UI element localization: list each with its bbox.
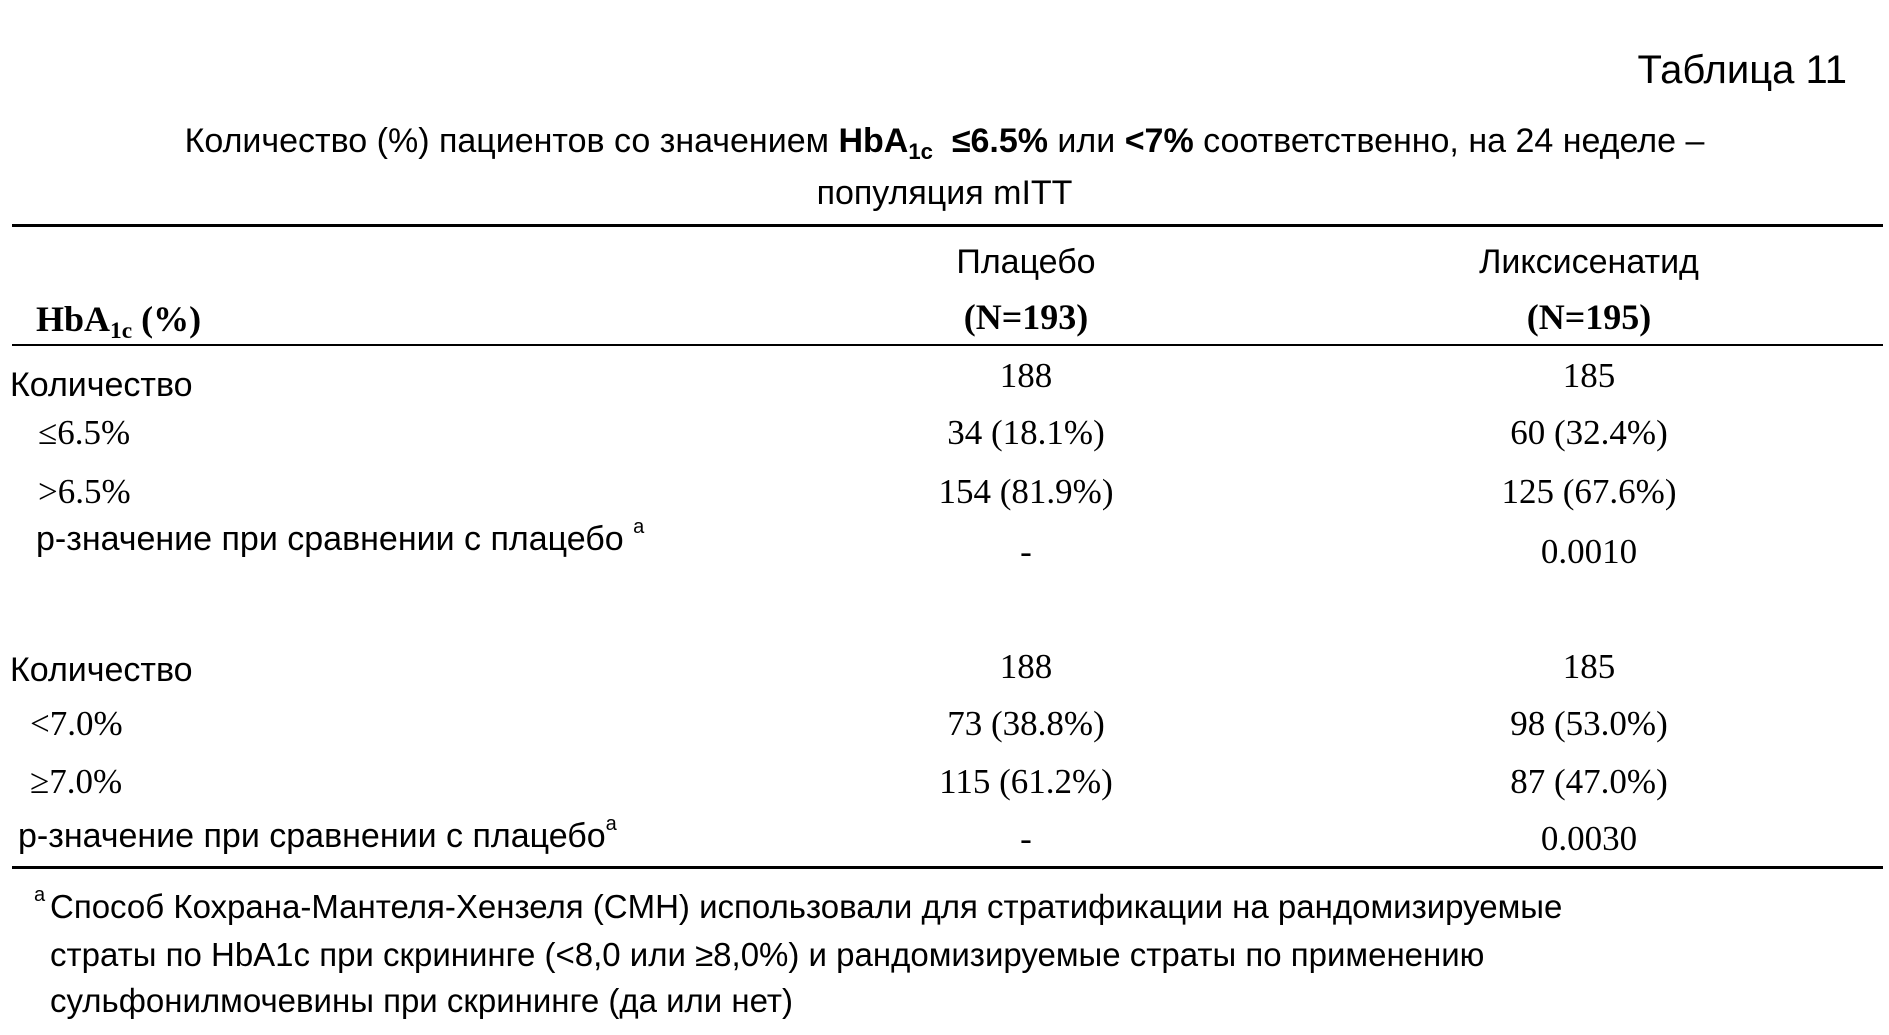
row-label-count-1: Количество	[10, 366, 193, 405]
column-n-placebo: (N=193)	[826, 296, 1226, 338]
table-title: Количество (%) пациентов со значением Hb…	[0, 122, 1889, 161]
title-hba-sub: 1c	[908, 139, 933, 164]
cell-placebo-lt-7-0: 73 (38.8%)	[826, 704, 1226, 744]
title-threshold-1: ≤6.5%	[952, 122, 1048, 160]
row-header-text: HbA	[36, 299, 110, 339]
row-label-pvalue-2: p-значение при сравнении с плацебоa	[18, 817, 617, 856]
cell-placebo-count-2: 188	[826, 647, 1226, 687]
cell-lixi-lt-7-0: 98 (53.0%)	[1389, 704, 1789, 744]
table-number: Таблица 11	[1638, 48, 1847, 93]
title-threshold-2: <7%	[1125, 122, 1194, 160]
footnote-line-2: страты по HbA1c при скрининге (<8,0 или …	[50, 936, 1484, 974]
footnote-line-3: сульфонилмочевины при скрининге (да или …	[50, 982, 793, 1020]
top-rule	[12, 224, 1883, 227]
cell-lixi-gt-6-5: 125 (67.6%)	[1389, 472, 1789, 512]
table-subtitle: популяция mITT	[0, 174, 1889, 213]
row-label-le-6-5: ≤6.5%	[38, 413, 130, 453]
cell-lixi-count-2: 185	[1389, 647, 1789, 687]
cell-placebo-ge-7-0: 115 (61.2%)	[826, 762, 1226, 802]
row-label-gt-6-5: >6.5%	[38, 472, 131, 512]
cell-lixi-le-6-5: 60 (32.4%)	[1389, 413, 1789, 453]
title-text-2: соответственно, на 24 неделе –	[1194, 122, 1705, 160]
footnote-marker-a: a	[34, 884, 45, 907]
header-rule	[12, 344, 1883, 346]
row-label-lt-7-0: <7.0%	[30, 704, 123, 744]
footnote-marker: a	[606, 813, 617, 835]
cell-lixi-pvalue-2: 0.0030	[1389, 819, 1789, 859]
cell-placebo-le-6-5: 34 (18.1%)	[826, 413, 1226, 453]
bottom-rule	[12, 866, 1883, 869]
cell-placebo-pvalue-1: -	[826, 532, 1226, 572]
title-hba: HbA	[838, 122, 908, 160]
pvalue-1-text: p-значение при сравнении с плацебо	[36, 520, 624, 558]
row-header-hba1c: HbA1c (%)	[36, 298, 201, 340]
cell-placebo-count-1: 188	[826, 356, 1226, 396]
row-label-pvalue-1: p-значение при сравнении с плацебо a	[36, 520, 644, 559]
cell-placebo-gt-6-5: 154 (81.9%)	[826, 472, 1226, 512]
cell-placebo-pvalue-2: -	[826, 819, 1226, 859]
row-label-count-2: Количество	[10, 651, 193, 690]
cell-lixi-count-1: 185	[1389, 356, 1789, 396]
cell-lixi-pvalue-1: 0.0010	[1389, 532, 1789, 572]
footnote-line-1: Способ Кохрана-Мантеля-Хензеля (CMH) исп…	[50, 888, 1562, 926]
footnote-marker: a	[633, 516, 644, 538]
row-header-sub: 1c	[110, 318, 132, 344]
title-or: или	[1048, 122, 1125, 160]
column-header-lixisenatide: Ликсисенатид	[1389, 243, 1789, 282]
cell-lixi-ge-7-0: 87 (47.0%)	[1389, 762, 1789, 802]
title-text: Количество (%) пациентов со значением	[185, 122, 839, 160]
row-label-ge-7-0: ≥7.0%	[30, 762, 122, 802]
column-n-lixisenatide: (N=195)	[1389, 296, 1789, 338]
column-header-placebo: Плацебо	[826, 243, 1226, 282]
row-header-suffix: (%)	[132, 299, 201, 339]
pvalue-2-text: p-значение при сравнении с плацебо	[18, 817, 606, 855]
